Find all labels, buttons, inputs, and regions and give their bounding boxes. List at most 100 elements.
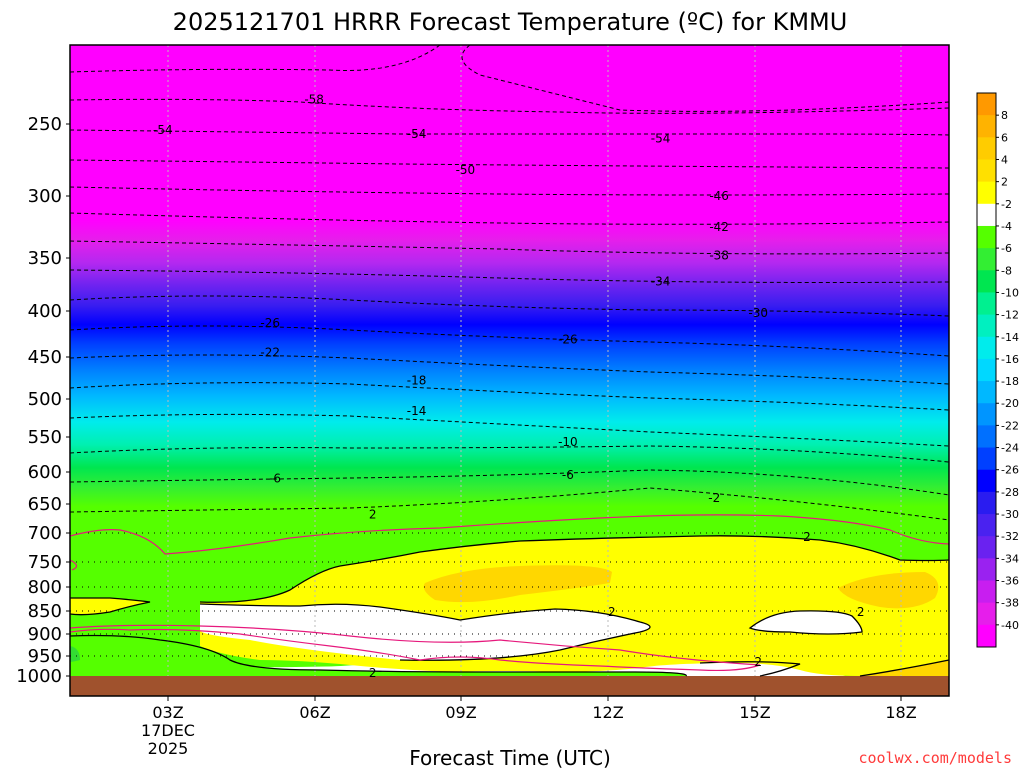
orange-pocket-2 [838, 572, 939, 609]
y-tick-label: 650 [28, 494, 62, 515]
colorbar-swatch [977, 514, 996, 537]
credit-link[interactable]: coolwx.com/models [858, 749, 1012, 767]
colorbar-label: -26 [1001, 464, 1019, 477]
contour-label: -42 [709, 220, 729, 234]
contour-label: -54 [651, 131, 671, 145]
solid-contours [69, 535, 950, 677]
plot-area: -58-54 -54 -54-50-46-42-38-34-30-26-26-22-… [69, 44, 950, 760]
colorbar-label: -34 [1001, 552, 1019, 565]
y-tick-label: 900 [28, 624, 62, 645]
colorbar-label: 8 [1001, 109, 1008, 122]
contour-label: -30 [748, 306, 768, 320]
x-date-line-1: 17DEC [141, 721, 195, 740]
colorbar-swatch [977, 381, 996, 404]
contour-label: -18 [407, 374, 427, 388]
contour-labels: -58-54 -54 -54-50-46-42-38-34-30-26-26-22-… [153, 92, 864, 679]
contour-label: 2 [857, 605, 865, 619]
chart-title: 2025121701 HRRR Forecast Temperature (ºC… [173, 8, 848, 36]
x-tick-label: 12Z [592, 703, 623, 722]
contour-label: 2 [369, 507, 377, 521]
contour-label: -2 [708, 491, 720, 505]
colorbar-swatch [977, 536, 996, 559]
colorbar-label: -4 [1001, 220, 1012, 233]
colorbar-swatch [977, 314, 996, 338]
colorbar-swatch [977, 181, 996, 205]
colorbar-label: -6 [1001, 242, 1012, 255]
plot-border [69, 44, 950, 697]
y-tick-label: 600 [28, 462, 62, 483]
contour-label: -54 [153, 123, 173, 137]
contour-label: -38 [709, 249, 729, 263]
colorbar-label: 2 [1001, 176, 1008, 189]
colorbar-label: -28 [1001, 486, 1019, 499]
colorbar-swatch [977, 491, 996, 515]
y-tick-label: 250 [28, 114, 62, 135]
colorbar-label: -30 [1001, 508, 1019, 521]
y-tick-label: 500 [28, 389, 62, 410]
contour-label: 2 [608, 605, 616, 619]
x-tick-label: 06Z [299, 703, 330, 722]
colorbar-label: -22 [1001, 419, 1019, 432]
yellow-left-blob [70, 598, 150, 615]
contour-label: -54 [407, 127, 427, 141]
y-tick-label: 700 [28, 523, 62, 544]
x-tick-label: 09Z [445, 703, 476, 722]
contour-label: 2 [369, 666, 377, 680]
colorbar-swatch [977, 580, 996, 604]
colorbar: 8 6 4 2 -2 -4 -6 -8 -10 -12 -14 -16 -18 -20 -22 -24 -26 -… [976, 92, 1019, 648]
colorbar-swatch [977, 558, 996, 582]
y-tick-label: 750 [28, 552, 62, 573]
vertical-gridlines [167, 45, 902, 676]
y-tick-label: 550 [28, 427, 62, 448]
colorbar-label: -40 [1001, 619, 1019, 632]
contour-label: -58 [304, 92, 324, 106]
colorbar-swatch [977, 159, 996, 183]
dashed-isotherms [69, 44, 950, 521]
colorbar-swatch [977, 248, 996, 271]
contour-label: -26 [260, 316, 280, 330]
y-tick-label: 300 [28, 186, 62, 207]
orange-pocket-1 [423, 565, 612, 603]
contour-label: -10 [558, 435, 578, 449]
colorbar-swatch [977, 469, 996, 493]
contour-label: 2 [803, 530, 811, 544]
colorbar-label: -14 [1001, 331, 1019, 344]
x-tick-label: 15Z [739, 703, 770, 722]
contour-label: -6 [562, 468, 574, 482]
contour-label: -22 [260, 345, 280, 359]
y-tick-label: 450 [28, 347, 62, 368]
contour-label: -6 [269, 471, 281, 485]
y-tick-label: 350 [28, 248, 62, 269]
colorbar-label: 6 [1001, 131, 1008, 144]
upper-color-field [70, 45, 949, 695]
y-tick-label: 950 [28, 646, 62, 667]
colorbar-label: -16 [1001, 353, 1019, 366]
colorbar-swatch [977, 225, 996, 249]
colorbar-swatch [977, 115, 996, 138]
x-axis-label: Forecast Time (UTC) [409, 746, 611, 768]
white-pocket-right [750, 610, 862, 634]
colorbar-swatch [977, 403, 996, 426]
x-tick-label: 03Z [152, 703, 183, 722]
y-tick-label: 1000 [16, 666, 62, 687]
x-tick-label: 18Z [885, 703, 916, 722]
colorbar-label: -32 [1001, 530, 1019, 543]
y-tick-label: 850 [28, 601, 62, 622]
green-surface-dark [70, 646, 80, 662]
contour-label: -50 [456, 163, 476, 177]
colorbar-swatch [977, 425, 996, 449]
contour-label: -26 [558, 333, 578, 347]
colorbar-border [976, 92, 997, 648]
colorbar-label: -36 [1001, 575, 1019, 588]
colorbar-swatch [977, 358, 996, 382]
contour-label: 2 [754, 655, 762, 669]
colorbar-swatch [977, 602, 996, 626]
y-axis: 2503003504004505005506006507007508008509… [16, 114, 70, 687]
colorbar-swatch [977, 447, 996, 471]
colorbar-swatch [977, 292, 996, 316]
colorbar-label: 4 [1001, 153, 1008, 166]
colorbar-label: -12 [1001, 309, 1019, 322]
colorbar-swatch [977, 270, 996, 293]
x-axis: 03Z 06Z 09Z 12Z 15Z 18Z [152, 696, 917, 722]
